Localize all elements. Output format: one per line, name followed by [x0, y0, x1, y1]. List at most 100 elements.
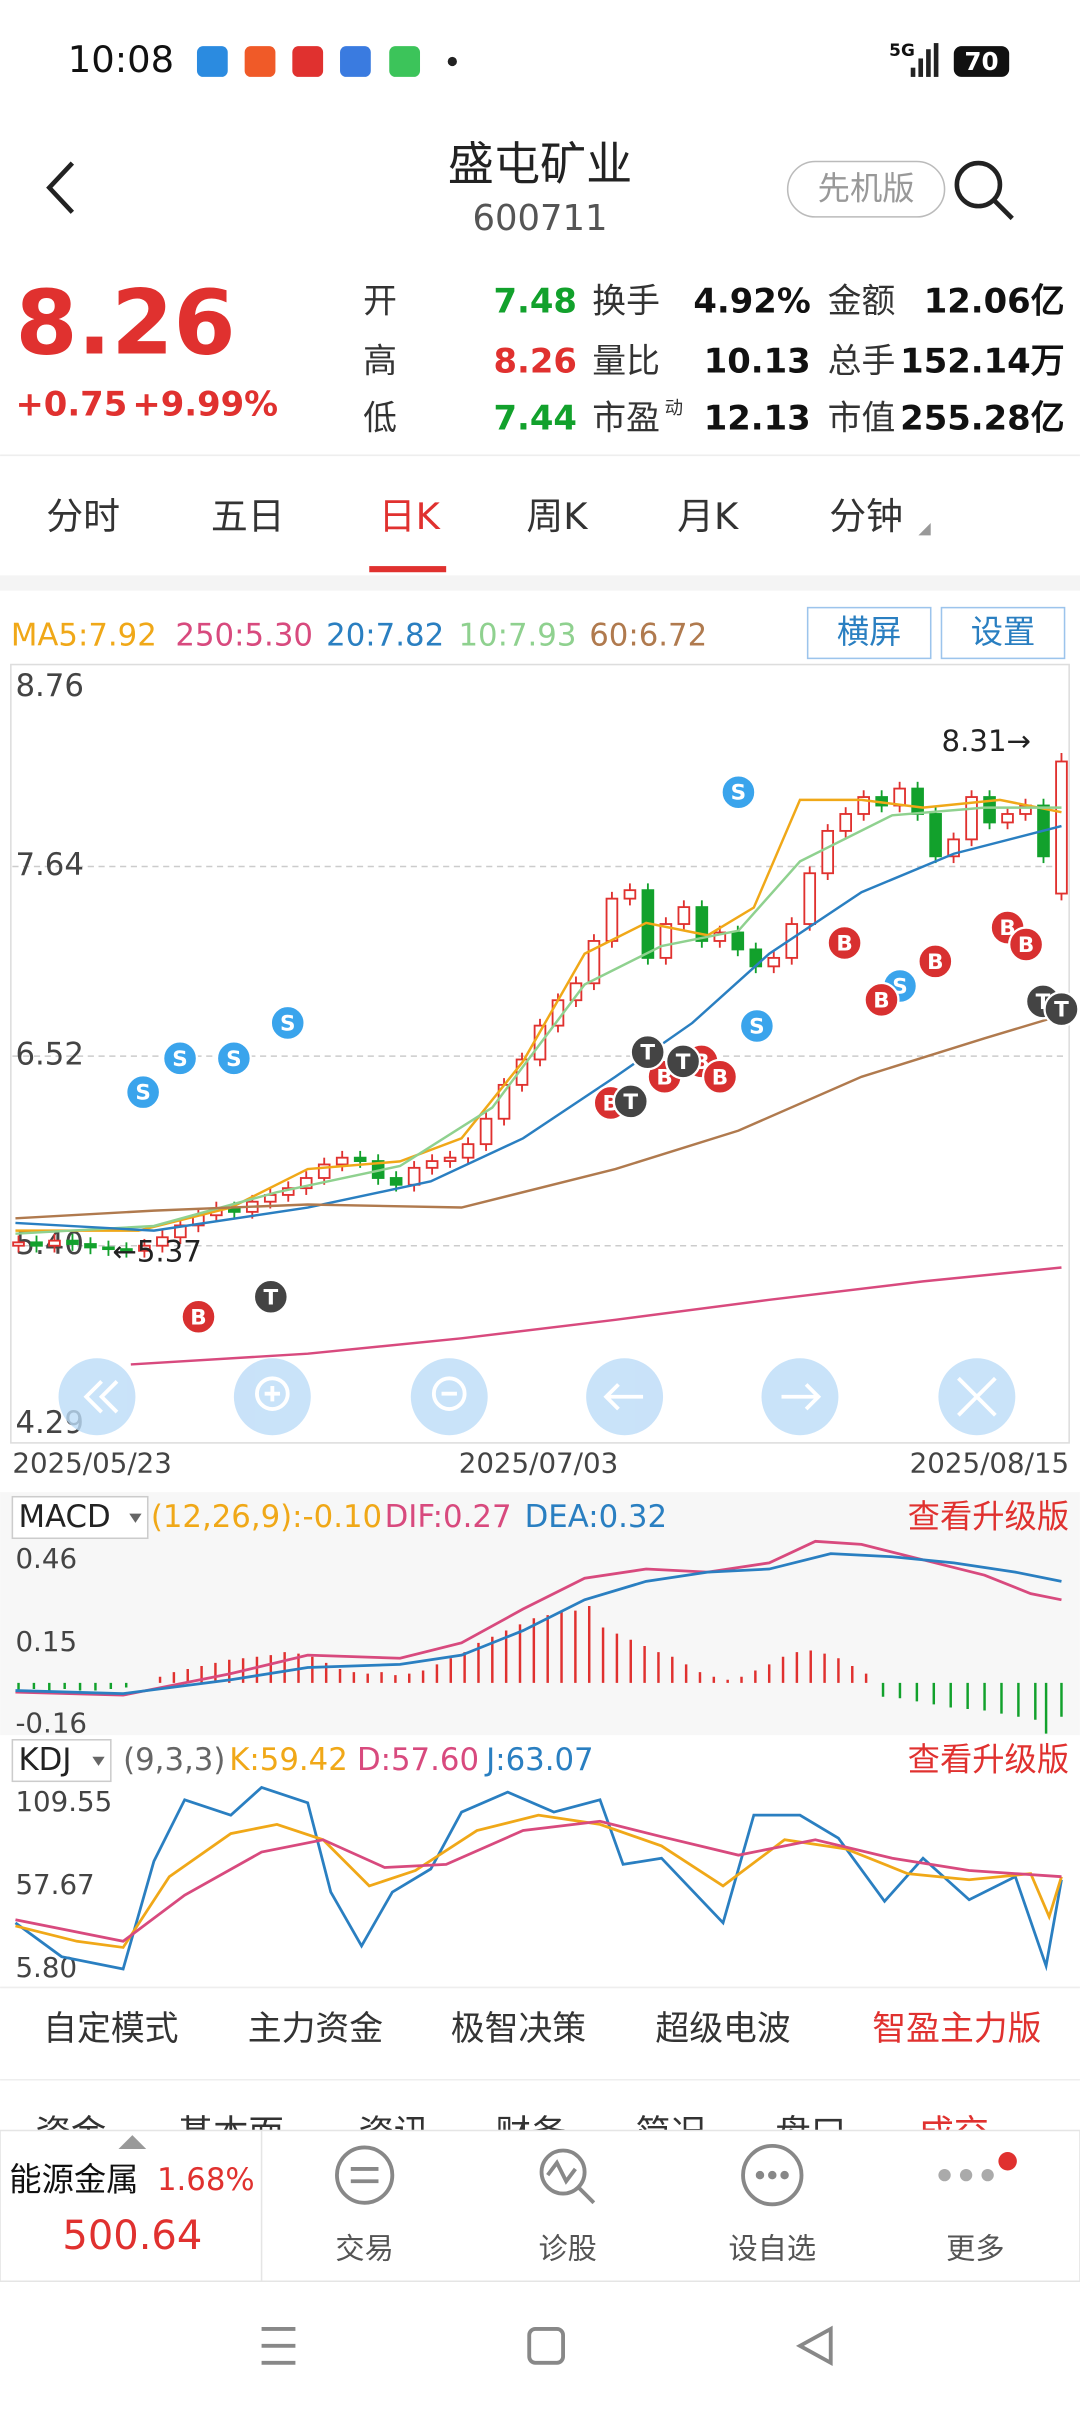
candle-body: [425, 1160, 439, 1169]
stat-label: 市盈: [592, 398, 660, 437]
candle-body: [731, 931, 745, 951]
chart-nav-buttons[interactable]: [58, 1358, 1016, 1436]
kdj-d: D:57.60: [357, 1742, 479, 1778]
period-tab[interactable]: 周K: [526, 495, 588, 538]
candle-body: [659, 923, 673, 959]
action-label[interactable]: 诊股: [538, 2231, 596, 2265]
kdj-d-line: [15, 1819, 1062, 1943]
ma-label: 20:7.82: [326, 617, 444, 653]
y-tick-label: 5.80: [15, 1951, 77, 1984]
period-tab[interactable]: 日K: [379, 495, 441, 538]
candle-body: [947, 838, 960, 858]
period-tab[interactable]: 分钟: [829, 495, 903, 538]
indicator-tab[interactable]: 智盈主力版: [872, 2009, 1041, 2048]
kdj-upgrade[interactable]: 查看升级版: [908, 1740, 1070, 1778]
action-icons[interactable]: [335, 2143, 804, 2207]
indicator-tab[interactable]: 超级电波: [655, 2009, 790, 2048]
chart-button-label: 设置: [971, 613, 1036, 651]
kdj-k: K:59.42: [229, 1742, 348, 1778]
dropdown-arrow: [92, 1756, 105, 1766]
search-icon[interactable]: [954, 160, 1014, 221]
candle-body: [623, 889, 637, 900]
chart-button[interactable]: [806, 606, 932, 660]
signal-marker: [161, 1040, 199, 1077]
signal-label: B: [927, 950, 943, 975]
period-tab[interactable]: 分时: [46, 495, 120, 538]
stat-value: 12.13: [704, 398, 811, 437]
stat-label: 量比: [592, 342, 660, 381]
period-tab[interactable]: 五日: [211, 495, 285, 538]
candle-body: [515, 1058, 529, 1086]
action-label[interactable]: 交易: [335, 2231, 393, 2265]
candle-body: [1001, 813, 1014, 824]
kdj-selector[interactable]: [11, 1739, 112, 1783]
separator: [0, 575, 1080, 591]
stat-value: 7.44: [493, 398, 576, 437]
signal-marker: [629, 1034, 666, 1071]
stat-label: 低: [363, 398, 397, 437]
status-network: 5G: [889, 40, 915, 60]
macd-dea-line: [15, 1552, 1062, 1696]
date-label: 2025/05/23: [12, 1446, 171, 1479]
back-button[interactable]: [46, 161, 75, 214]
chart-button[interactable]: [940, 606, 1066, 660]
actions: 交易 诊股 设自选 更多: [335, 2231, 1004, 2265]
stat-value: 255.28亿: [900, 398, 1064, 437]
signal-marker: [738, 1007, 775, 1045]
signal-label: T: [640, 1041, 655, 1066]
chart-nav-glyphs: [83, 1376, 997, 1417]
signal-marker: [701, 1058, 739, 1095]
candle-body: [84, 1243, 97, 1249]
status-battery: 70: [964, 47, 998, 76]
action-label[interactable]: 设自选: [728, 2231, 816, 2265]
candle-body: [605, 897, 619, 942]
candle-body: [317, 1163, 331, 1179]
low-label: ←5.37: [112, 1235, 202, 1269]
candle-body: [389, 1177, 403, 1186]
macd-selector[interactable]: [11, 1495, 149, 1540]
kdj-k-line: [15, 1813, 1063, 1949]
signal-marker: [1043, 991, 1080, 1028]
more-icon[interactable]: [938, 2152, 1017, 2182]
tab-underline: [369, 566, 447, 573]
y-tick-label: 0.46: [15, 1542, 77, 1575]
action-label[interactable]: 更多: [946, 2231, 1004, 2265]
ma-lines: [15, 798, 1062, 1366]
candle-body: [821, 829, 835, 875]
badge-pill[interactable]: [786, 160, 946, 218]
signal-label: B: [190, 1305, 206, 1330]
macd-upgrade[interactable]: 查看升级版: [908, 1497, 1070, 1535]
ma-legend: MA5:7.92 250:5.30 20:7.82 10:7.93 60:6.72: [11, 617, 707, 653]
signal-label: S: [226, 1047, 242, 1072]
y-tick-label: 8.76: [15, 668, 83, 704]
ma-label: MA5:7.92: [11, 617, 157, 653]
candle-body: [335, 1156, 349, 1166]
y-tick-label: 0.15: [15, 1625, 77, 1658]
kdj-name: KDJ: [19, 1742, 72, 1778]
indicator-tab[interactable]: 极智决策: [451, 2009, 586, 2048]
signal-label: S: [731, 781, 747, 806]
indicator-tab[interactable]: 主力资金: [248, 2009, 383, 2048]
macd-params: (12,26,9):-0.10: [151, 1499, 382, 1535]
signal-marker: [180, 1298, 217, 1335]
signal-label: T: [1054, 998, 1069, 1023]
indicator-tab[interactable]: 自定模式: [43, 2009, 178, 2048]
stat-value: 152.14万: [900, 342, 1064, 381]
signal-marker: [252, 1278, 289, 1315]
candle-body: [66, 1239, 79, 1245]
signal-label: S: [749, 1015, 765, 1040]
candle-body: [228, 1207, 241, 1213]
stat-label: 高: [363, 342, 397, 381]
period-tab[interactable]: 月K: [677, 495, 739, 538]
candle-body: [965, 796, 978, 841]
candle-body: [156, 1236, 169, 1247]
candle-body: [443, 1156, 457, 1162]
system-nav[interactable]: [261, 2325, 833, 2367]
signal-label: T: [263, 1285, 278, 1310]
signal-label: T: [623, 1090, 638, 1115]
stat-value: 12.06亿: [924, 282, 1065, 321]
sector-name[interactable]: 能源金属: [9, 2160, 138, 2198]
status-time: 10:08: [68, 38, 174, 81]
